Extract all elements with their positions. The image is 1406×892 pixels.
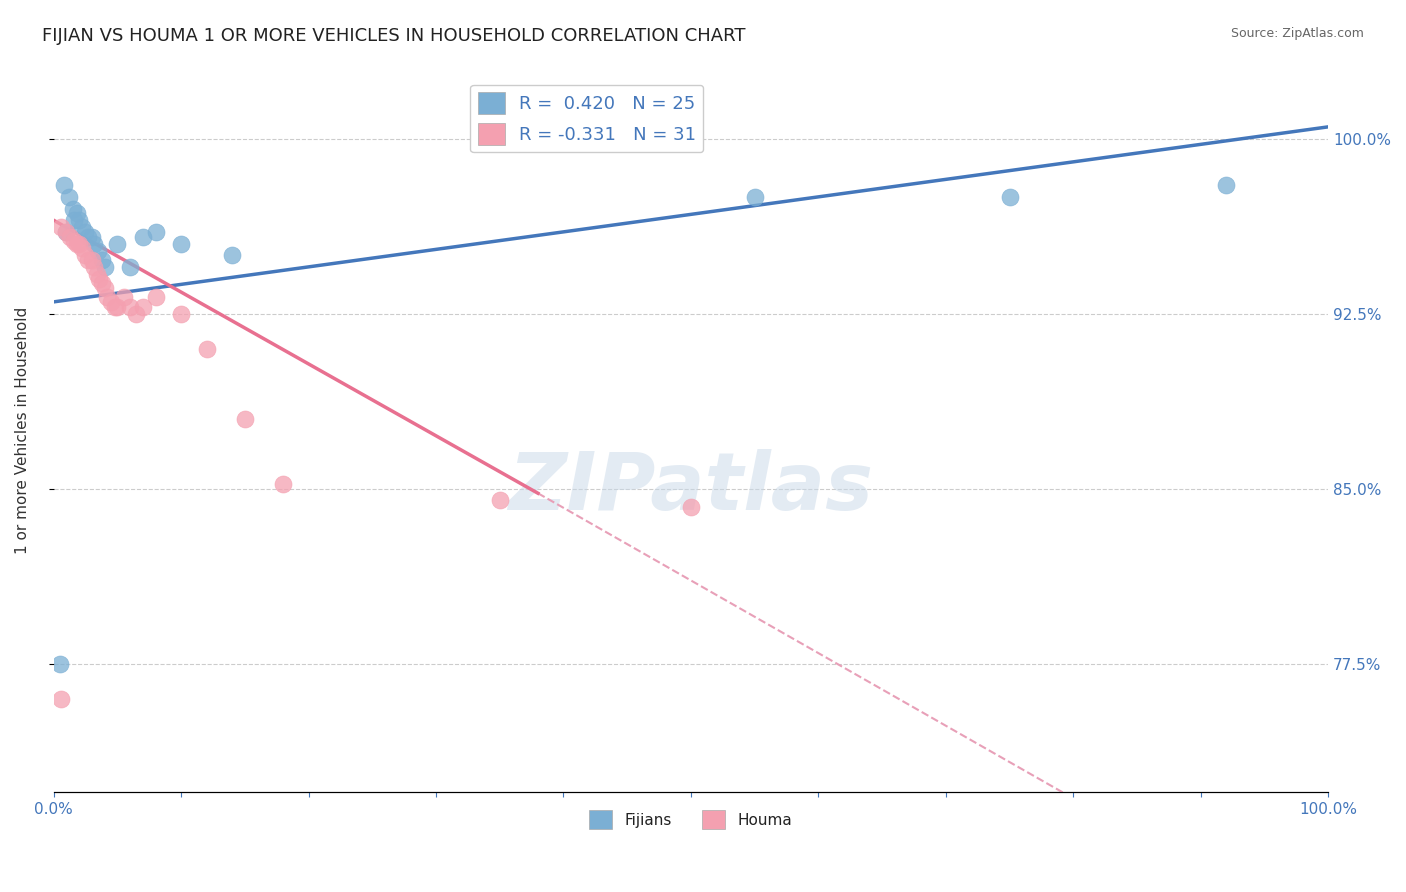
- Point: [233, 411, 256, 425]
- Point: [120, 300, 142, 314]
- Point: [271, 477, 294, 491]
- Point: [51, 691, 73, 706]
- Point: [63, 234, 86, 248]
- Text: FIJIAN VS HOUMA 1 OR MORE VEHICLES IN HOUSEHOLD CORRELATION CHART: FIJIAN VS HOUMA 1 OR MORE VEHICLES IN HO…: [42, 27, 745, 45]
- Point: [679, 500, 702, 515]
- Point: [998, 190, 1021, 204]
- Point: [83, 260, 105, 274]
- Point: [52, 178, 75, 193]
- Point: [100, 294, 122, 309]
- Point: [65, 206, 87, 220]
- Point: [195, 342, 218, 356]
- Point: [77, 229, 100, 244]
- Point: [63, 213, 86, 227]
- Text: Source: ZipAtlas.com: Source: ZipAtlas.com: [1230, 27, 1364, 40]
- Point: [58, 190, 80, 204]
- Point: [87, 244, 110, 258]
- Legend: Fijians, Houma: Fijians, Houma: [583, 804, 799, 835]
- Point: [120, 260, 142, 274]
- Point: [70, 241, 93, 255]
- Point: [67, 236, 90, 251]
- Point: [55, 225, 77, 239]
- Point: [105, 300, 128, 314]
- Point: [75, 225, 97, 239]
- Point: [105, 236, 128, 251]
- Point: [170, 307, 193, 321]
- Point: [67, 213, 90, 227]
- Point: [1215, 178, 1237, 193]
- Point: [744, 190, 766, 204]
- Y-axis label: 1 or more Vehicles in Household: 1 or more Vehicles in Household: [15, 307, 30, 554]
- Point: [132, 300, 155, 314]
- Point: [59, 229, 82, 244]
- Point: [65, 236, 87, 251]
- Point: [77, 252, 100, 267]
- Text: ZIPatlas: ZIPatlas: [509, 449, 873, 527]
- Point: [125, 307, 148, 321]
- Point: [80, 229, 103, 244]
- Point: [91, 277, 114, 291]
- Point: [89, 271, 111, 285]
- Point: [75, 248, 97, 262]
- Point: [145, 290, 167, 304]
- Point: [170, 236, 193, 251]
- Point: [93, 260, 115, 274]
- Point: [132, 229, 155, 244]
- Point: [96, 290, 118, 304]
- Point: [80, 252, 103, 267]
- Point: [51, 220, 73, 235]
- Point: [91, 252, 114, 267]
- Point: [83, 236, 105, 251]
- Point: [93, 281, 115, 295]
- Point: [70, 220, 93, 235]
- Point: [488, 493, 510, 508]
- Point: [86, 267, 108, 281]
- Point: [62, 202, 84, 216]
- Point: [112, 290, 135, 304]
- Point: [104, 300, 127, 314]
- Point: [145, 225, 167, 239]
- Point: [49, 657, 72, 671]
- Point: [221, 248, 243, 262]
- Point: [55, 225, 77, 239]
